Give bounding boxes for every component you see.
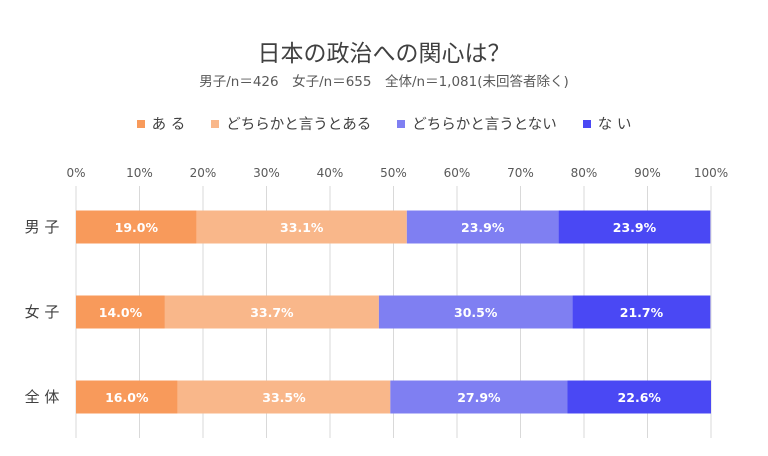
x-tick-label: 50% <box>380 166 407 180</box>
data-label: 33.5% <box>262 390 306 405</box>
x-tick-label: 0% <box>66 166 85 180</box>
data-label: 33.7% <box>250 305 294 320</box>
bar-segment <box>196 210 407 244</box>
legend-item-3: な い <box>582 113 632 134</box>
bar-segment <box>164 295 379 329</box>
data-label: 14.0% <box>99 305 143 320</box>
bar-segment <box>76 295 165 329</box>
bar-segment <box>177 380 391 414</box>
legend-item-0: あ る <box>136 113 186 134</box>
bar-segment <box>572 295 711 329</box>
data-label: 22.6% <box>618 390 662 405</box>
category-label: 男 子 <box>25 218 60 236</box>
data-label: 23.9% <box>613 220 657 235</box>
x-tick-label: 10% <box>126 166 153 180</box>
legend-label: どちらかと言うとある <box>226 117 372 133</box>
bar-segment <box>378 295 573 329</box>
data-label: 27.9% <box>457 390 501 405</box>
x-tick-label: 90% <box>634 166 661 180</box>
category-label: 女 子 <box>25 303 60 321</box>
bar-segment <box>558 210 711 244</box>
x-tick-label: 40% <box>317 166 344 180</box>
x-tick-label: 80% <box>571 166 598 180</box>
bar-segment <box>567 380 711 414</box>
bar-segment <box>76 380 178 414</box>
chart-legend: あ る どちらかと言うとある どちらかと言うとない な い <box>0 113 768 134</box>
legend-swatch <box>211 119 220 128</box>
chart-title: 日本の政治への関心は？ <box>257 41 511 67</box>
legend-swatch <box>582 119 591 128</box>
x-tick-label: 30% <box>253 166 280 180</box>
data-label: 30.5% <box>454 305 498 320</box>
data-label: 23.9% <box>461 220 505 235</box>
legend-label: な い <box>597 117 632 133</box>
bar-segment <box>406 210 559 244</box>
legend-swatch <box>397 119 406 128</box>
x-tick-label: 70% <box>507 166 534 180</box>
data-label: 16.0% <box>105 390 149 405</box>
category-label: 全 体 <box>25 388 60 406</box>
data-label: 19.0% <box>115 220 159 235</box>
data-label: 33.1% <box>280 220 324 235</box>
x-tick-label: 20% <box>190 166 217 180</box>
legend-swatch <box>136 119 145 128</box>
legend-item-2: どちらかと言うとない <box>397 113 557 134</box>
legend-label: あ る <box>151 117 186 133</box>
legend-label: どちらかと言うとない <box>412 117 557 133</box>
x-tick-label: 100% <box>694 166 728 180</box>
chart-subtitle: 男子/n＝426 女子/n＝655 全体/n＝1,081(未回答者除く) <box>199 74 569 90</box>
bar-segment <box>76 210 197 244</box>
data-label: 21.7% <box>620 305 664 320</box>
legend-item-1: どちらかと言うとある <box>211 113 371 134</box>
bar-segment <box>390 380 568 414</box>
x-tick-label: 60% <box>444 166 471 180</box>
